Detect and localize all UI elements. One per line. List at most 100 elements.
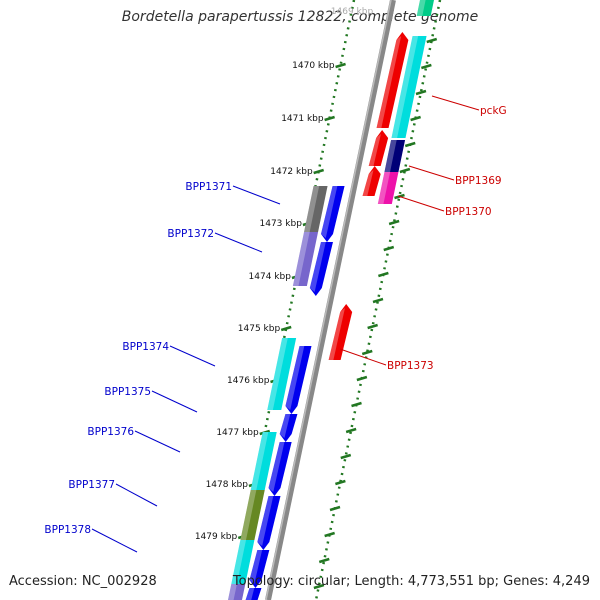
cog-forward-2-body: [292, 232, 319, 286]
gene-label-leader: [151, 390, 198, 413]
gene-label-leader: [134, 430, 181, 453]
cog-forward-6-body: [231, 540, 255, 584]
tick-label: 1475 kbp: [238, 324, 281, 334]
cds-reverse-2-shine: [368, 134, 381, 166]
cog-forward-6: [231, 540, 255, 584]
cog-reverse-2-shine: [384, 140, 397, 172]
tick-label: 1470 kbp: [292, 61, 335, 71]
cog-forward-1: [304, 186, 328, 232]
cog-forward-3-body: [267, 338, 297, 410]
cds-forward-2-shine: [309, 242, 326, 292]
gene-label-bpp1372: BPP1372: [167, 228, 214, 240]
cog-forward-7-body: [228, 584, 246, 600]
gene-label-bpp1377: BPP1377: [68, 479, 115, 491]
gene-label-leader: [169, 345, 216, 367]
cog-reverse-1-shine: [391, 36, 419, 138]
tick-label: 1474 kbp: [249, 272, 292, 282]
tick-mark: [313, 168, 325, 175]
gene-label-leader: [214, 232, 263, 253]
outer-tick-mark: [313, 583, 325, 590]
outer-tick-mark: [367, 323, 378, 330]
outer-tick-mark: [415, 89, 427, 96]
cds-reverse-2-body: [368, 130, 389, 166]
gene-label-bpp1371: BPP1371: [185, 181, 232, 193]
feature-layer: [228, 0, 434, 600]
cog-reverse-3-body: [377, 172, 399, 204]
cds-forward-8: [245, 588, 262, 600]
cds-forward-2: [309, 242, 333, 296]
cog-forward-4-body: [250, 432, 277, 490]
cds-forward-3: [285, 346, 312, 414]
outer-tick-mark: [421, 63, 432, 70]
cds-reverse-3-body: [362, 166, 381, 196]
gene-label-leader: [232, 185, 281, 205]
tick-label: 1471 kbp: [281, 114, 324, 124]
outer-tick-mark: [345, 427, 357, 434]
cog-forward-3: [267, 338, 297, 410]
outer-tick-mark: [372, 297, 384, 304]
cog-forward-5-shine: [240, 490, 257, 540]
cds-forward-6-body: [257, 496, 281, 550]
cds-forward-7-body: [249, 550, 270, 588]
cog-forward-2-shine: [292, 232, 310, 286]
cog-forward-2: [292, 232, 319, 286]
gene-label-bpp1376: BPP1376: [87, 426, 134, 438]
outer-tick-mark: [351, 401, 362, 408]
cds-reverse-4: [328, 304, 353, 360]
cds-forward-3-shine: [285, 346, 305, 410]
cog-reverse-3: [377, 172, 399, 204]
outer-tick-mark: [318, 557, 330, 564]
cds-forward-4-shine: [279, 414, 291, 438]
gene-label-leader: [91, 528, 138, 553]
genome-backbone: [265, 0, 396, 600]
cds-reverse-1-body: [376, 32, 409, 128]
cds-forward-8-body: [245, 588, 262, 600]
cds-forward-1-body: [320, 186, 345, 242]
outer-tick-mark: [399, 167, 411, 174]
cog-forward-7-shine: [228, 584, 237, 600]
outer-tick-mark: [329, 505, 341, 512]
cog-forward-7: [228, 584, 246, 600]
tick-mark: [335, 62, 346, 69]
gene-label-leader: [431, 95, 480, 111]
cds-forward-4: [279, 414, 298, 442]
gene-label-bpp1373: BPP1373: [387, 360, 434, 372]
tick-label: 1473 kbp: [260, 219, 303, 229]
tick-label: 1477 kbp: [216, 428, 259, 438]
accession-text: Accession: NC_002928: [9, 574, 157, 589]
tick-mark: [324, 115, 335, 122]
tick-label-partial: 1469 kbp: [331, 7, 374, 17]
cog-reverse-2: [384, 140, 406, 172]
cds-reverse-1-shine: [376, 36, 402, 128]
cog-reverse-4-body: [416, 0, 434, 16]
cds-forward-1-shine: [320, 186, 338, 238]
tick-mark: [280, 325, 292, 332]
tick-label: 1478 kbp: [206, 480, 249, 490]
gene-label-leader: [339, 348, 387, 366]
outer-tick-mark: [324, 531, 335, 538]
gene-label-leader: [115, 483, 158, 507]
cds-reverse-3-shine: [362, 170, 374, 196]
cds-forward-8-shine: [245, 588, 255, 600]
cog-forward-3-shine: [267, 338, 288, 410]
cog-reverse-1: [391, 36, 427, 138]
gene-label-bpp1374: BPP1374: [122, 341, 169, 353]
cds-forward-5-body: [268, 442, 292, 496]
cog-forward-5: [240, 490, 265, 540]
cds-reverse-3: [362, 166, 381, 196]
outer-tick-mark: [410, 115, 421, 122]
gene-label-bpp1378: BPP1378: [44, 524, 91, 536]
tick-label: 1472 kbp: [270, 167, 313, 177]
tick-label: 1479 kbp: [195, 532, 238, 542]
cds-reverse-4-shine: [328, 308, 345, 360]
cog-reverse-1-body: [391, 36, 427, 138]
outer-tick-mark: [335, 479, 346, 486]
tick-label: 1476 kbp: [227, 376, 270, 386]
cog-forward-5-body: [240, 490, 265, 540]
label-layer: BPP1371 BPP1372 BPP1374 BPP1375 BPP1376 BPP13…: [44, 95, 507, 553]
cog-forward-1-shine: [304, 186, 320, 232]
cog-reverse-4-shine: [416, 0, 426, 16]
cog-forward-4: [250, 432, 277, 490]
